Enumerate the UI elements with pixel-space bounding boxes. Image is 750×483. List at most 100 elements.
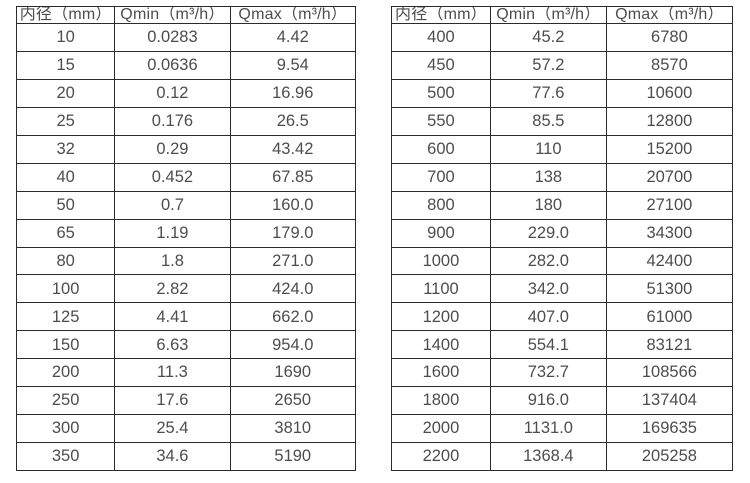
table-cell: 400 [391, 23, 491, 52]
table-cell: 600 [391, 134, 491, 164]
table-cell: 1600 [391, 358, 491, 388]
table-cell: 954.0 [229, 330, 357, 360]
table-cell: 85.5 [489, 106, 607, 136]
table-cell: 20700 [605, 162, 734, 192]
table-row: 2000 1131.0 169635 [391, 414, 734, 444]
table-cell: 32 [15, 134, 116, 164]
table-cell: 0.452 [114, 162, 231, 192]
table-cell: 77.6 [489, 78, 607, 108]
table-cell: 3810 [229, 414, 357, 444]
table-cell: 250 [15, 386, 116, 416]
table-row: 250 17.6 2650 [15, 386, 357, 416]
table-cell: 5190 [229, 442, 357, 471]
table-cell: 2650 [229, 386, 357, 416]
table-cell: 34.6 [114, 442, 231, 471]
table-row: 32 0.29 43.42 [15, 134, 357, 164]
table-row: 450 57.2 8570 [391, 50, 734, 80]
table-cell: 1100 [391, 274, 491, 304]
table-cell: 67.85 [229, 162, 357, 192]
table-cell: 1800 [391, 386, 491, 416]
table-row: 1100 342.0 51300 [391, 274, 734, 304]
table-cell: 6.63 [114, 330, 231, 360]
column-header: 内径（mm） [15, 6, 116, 24]
table-cell: 1131.0 [489, 414, 607, 444]
table-header-row: 内径（mm） Qmin（m³/h） Qmax（m³/h） [391, 6, 734, 24]
table-cell: 450 [391, 50, 491, 80]
table-row: 800 180 27100 [391, 190, 734, 220]
table-cell: 0.7 [114, 190, 231, 220]
table-cell: 61000 [605, 302, 734, 332]
table-row: 1200 407.0 61000 [391, 302, 734, 332]
table-row: 50 0.7 160.0 [15, 190, 357, 220]
table-cell: 10600 [605, 78, 734, 108]
column-header: Qmax（m³/h） [229, 6, 357, 24]
table-cell: 180 [489, 190, 607, 220]
table-row: 100 2.82 424.0 [15, 274, 357, 304]
table-cell: 916.0 [489, 386, 607, 416]
table-cell: 407.0 [489, 302, 607, 332]
table-row: 1400 554.1 83121 [391, 330, 734, 360]
table-cell: 179.0 [229, 218, 357, 248]
table-cell: 554.1 [489, 330, 607, 360]
table-cell: 43.42 [229, 134, 357, 164]
table-cell: 1000 [391, 246, 491, 276]
table-cell: 662.0 [229, 302, 357, 332]
table-cell: 1200 [391, 302, 491, 332]
table-cell: 550 [391, 106, 491, 136]
table-cell: 125 [15, 302, 116, 332]
table-row: 350 34.6 5190 [15, 442, 357, 471]
table-row: 600 110 15200 [391, 134, 734, 164]
column-header: Qmin（m³/h） [114, 6, 231, 24]
flow-spec-table-large-diameters: 内径（mm） Qmin（m³/h） Qmax（m³/h） 400 45.2 6780 450… [391, 6, 734, 471]
table-row: 125 4.41 662.0 [15, 302, 357, 332]
table-cell: 34300 [605, 218, 734, 248]
table-cell: 6780 [605, 23, 734, 52]
table-row: 2200 1368.4 205258 [391, 442, 734, 471]
table-row: 1000 282.0 42400 [391, 246, 734, 276]
table-cell: 16.96 [229, 78, 357, 108]
column-header: Qmin（m³/h） [489, 6, 607, 24]
table-cell: 229.0 [489, 218, 607, 248]
table-cell: 900 [391, 218, 491, 248]
table-row: 40 0.452 67.85 [15, 162, 357, 192]
table-cell: 350 [15, 442, 116, 471]
table-row: 25 0.176 26.5 [15, 106, 357, 136]
table-cell: 200 [15, 358, 116, 388]
table-cell: 205258 [605, 442, 734, 471]
table-cell: 110 [489, 134, 607, 164]
table-cell: 2200 [391, 442, 491, 471]
table-cell: 342.0 [489, 274, 607, 304]
table-cell: 10 [15, 23, 116, 52]
table-row: 65 1.19 179.0 [15, 218, 357, 248]
table-row: 550 85.5 12800 [391, 106, 734, 136]
table-body: 400 45.2 6780 450 57.2 8570 500 77.6 10600 550 85.… [391, 23, 734, 471]
table-cell: 4.41 [114, 302, 231, 332]
table-cell: 51300 [605, 274, 734, 304]
table-cell: 25.4 [114, 414, 231, 444]
table-row: 10 0.0283 4.42 [15, 23, 357, 52]
table-cell: 50 [15, 190, 116, 220]
table-row: 内径（mm） Qmin（m³/h） Qmax（m³/h） [15, 6, 357, 24]
table-row: 150 6.63 954.0 [15, 330, 357, 360]
table-row: 1600 732.7 108566 [391, 358, 734, 388]
table-row: 700 138 20700 [391, 162, 734, 192]
table-cell: 20 [15, 78, 116, 108]
table-body: 10 0.0283 4.42 15 0.0636 9.54 20 0.12 16.96 25 0.1… [15, 23, 357, 471]
table-cell: 12800 [605, 106, 734, 136]
column-header: Qmax（m³/h） [605, 6, 734, 24]
table-cell: 2000 [391, 414, 491, 444]
table-cell: 25 [15, 106, 116, 136]
table-cell: 300 [15, 414, 116, 444]
column-header: 内径（mm） [391, 6, 491, 24]
table-cell: 271.0 [229, 246, 357, 276]
table-header-row: 内径（mm） Qmin（m³/h） Qmax（m³/h） [15, 6, 357, 24]
table-cell: 0.12 [114, 78, 231, 108]
table-cell: 732.7 [489, 358, 607, 388]
table-row: 400 45.2 6780 [391, 23, 734, 52]
table-row: 80 1.8 271.0 [15, 246, 357, 276]
table-cell: 108566 [605, 358, 734, 388]
table-cell: 160.0 [229, 190, 357, 220]
table-row: 500 77.6 10600 [391, 78, 734, 108]
table-cell: 0.0283 [114, 23, 231, 52]
